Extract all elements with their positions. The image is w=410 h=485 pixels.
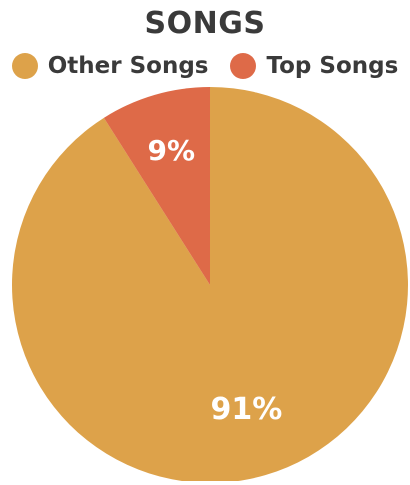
legend-label-other-songs: Other Songs <box>47 53 209 79</box>
data-label-other-songs: 91% <box>211 392 283 427</box>
legend-swatch-top-songs <box>230 53 257 79</box>
legend: Other Songs Top Songs <box>0 53 410 79</box>
legend-item-top-songs: Top Songs <box>230 53 398 79</box>
data-label-top-songs: 9% <box>148 134 196 167</box>
pie-slice-top-songs <box>103 87 210 285</box>
pie-slice-other-songs <box>11 87 408 483</box>
legend-item-other-songs: Other Songs <box>11 53 209 79</box>
chart-title: SONGS <box>144 6 266 41</box>
legend-swatch-other-songs <box>11 53 38 79</box>
legend-label-top-songs: Top Songs <box>266 53 399 79</box>
